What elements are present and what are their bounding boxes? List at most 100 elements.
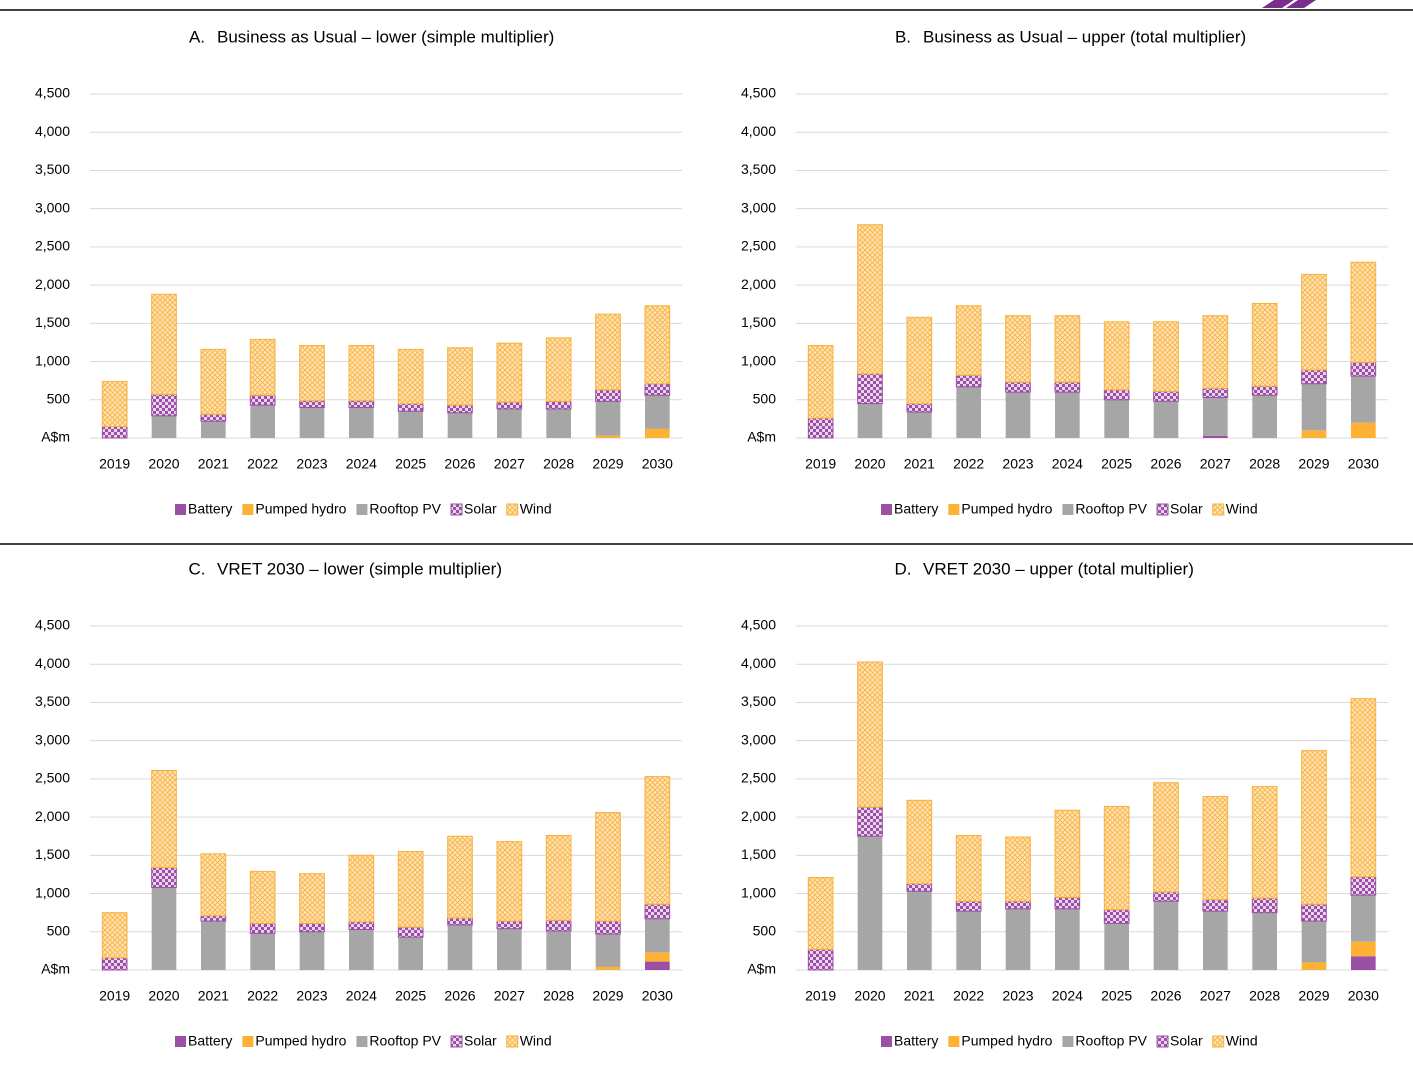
x-tick-label: 2020	[854, 988, 885, 1004]
x-tick-label: 2028	[1249, 456, 1280, 472]
y-tick-label: 1,000	[35, 884, 70, 900]
bar-segment	[299, 873, 325, 924]
chart-panel: C. VRET 2030 – lower (simple multiplier) A…	[35, 559, 682, 1049]
bar-segment	[299, 931, 325, 970]
bar-segment	[1301, 383, 1327, 431]
legend-label: Wind	[520, 1033, 552, 1049]
y-tick-label: 4,500	[741, 617, 776, 633]
bar-segment	[1005, 900, 1031, 910]
y-tick-label: A$m	[747, 961, 776, 977]
bar-segment	[807, 417, 834, 439]
y-tick-label: 1,000	[741, 352, 776, 368]
bar-segment	[101, 380, 128, 428]
bar-segment	[955, 374, 982, 388]
legend-swatch	[1212, 503, 1225, 516]
legend-swatch	[1156, 503, 1169, 516]
bar-segment	[595, 313, 621, 391]
y-tick-label: 2,500	[741, 238, 776, 254]
bar-segment	[645, 428, 670, 438]
bar-segment	[1203, 435, 1228, 438]
bar-segment	[249, 338, 276, 396]
x-tick-label: 2029	[592, 456, 623, 472]
x-tick-label: 2024	[346, 456, 377, 472]
bar-segment	[1351, 422, 1376, 438]
bar-segment	[644, 305, 671, 385]
bar-segment	[857, 836, 883, 970]
legend-label: Rooftop PV	[369, 1033, 441, 1049]
y-tick-label: 2,500	[35, 770, 70, 786]
legend-label: Battery	[188, 501, 232, 517]
chart-label: A.	[189, 27, 205, 46]
bar-segment	[907, 891, 932, 970]
y-tick-label: 1,500	[35, 314, 70, 330]
y-tick-label: 3,500	[741, 161, 776, 177]
bar-segment	[595, 389, 621, 402]
bar-segment	[1103, 389, 1130, 401]
bar-segment	[1350, 261, 1377, 363]
x-tick-label: 2019	[99, 988, 130, 1004]
bar-segment	[906, 316, 933, 405]
bar-segment	[1054, 896, 1081, 910]
bar-segment	[1054, 809, 1081, 898]
x-tick-label: 2030	[1348, 988, 1379, 1004]
x-tick-label: 2026	[444, 988, 475, 1004]
x-tick-label: 2030	[642, 988, 673, 1004]
bar-segment	[201, 921, 226, 970]
x-tick-label: 2025	[1101, 988, 1132, 1004]
bar-segment	[857, 403, 883, 438]
chart-panel: B. Business as Usual – upper (total multi…	[741, 27, 1388, 517]
bar-segment	[1203, 397, 1228, 436]
legend-label: Pumped hydro	[255, 1033, 346, 1049]
x-tick-label: 2023	[1002, 456, 1033, 472]
chart-title: VRET 2030 – upper (total multiplier)	[923, 559, 1194, 578]
bar-segment	[1153, 401, 1179, 438]
x-tick-label: 2023	[1002, 988, 1033, 1004]
bar-segment	[1103, 321, 1130, 391]
legend-swatch	[1062, 504, 1074, 515]
bar-segment	[807, 877, 834, 950]
legend-label: Pumped hydro	[961, 501, 1052, 517]
bar-segment	[299, 400, 325, 408]
bar-segment	[545, 834, 572, 921]
bar-segment	[349, 407, 374, 438]
bar-segment	[1301, 962, 1327, 970]
legend-swatch	[1156, 1035, 1169, 1048]
bar-segment	[1055, 908, 1080, 970]
x-tick-label: 2020	[148, 988, 179, 1004]
bar-segment	[857, 373, 883, 405]
legend-swatch	[506, 1035, 519, 1048]
bar-segment	[595, 934, 621, 967]
x-tick-label: 2021	[198, 456, 229, 472]
legend-label: Rooftop PV	[1075, 1033, 1147, 1049]
legend-swatch	[450, 503, 463, 516]
x-tick-label: 2021	[904, 988, 935, 1004]
y-tick-label: 3,000	[35, 731, 70, 747]
legend-label: Wind	[520, 501, 552, 517]
bar-segment	[1251, 302, 1278, 387]
x-tick-label: 2022	[953, 988, 984, 1004]
y-tick-label: A$m	[747, 429, 776, 445]
bar-segment	[249, 870, 276, 924]
bar-segment	[151, 769, 177, 869]
bar-segment	[1301, 273, 1327, 371]
y-tick-label: 1,500	[741, 846, 776, 862]
bar-segment	[595, 812, 621, 922]
bar-segment	[906, 403, 933, 413]
legend-swatch	[506, 503, 519, 516]
bar-segment	[348, 921, 375, 930]
bar-segment	[398, 411, 423, 438]
y-tick-label: 4,000	[35, 123, 70, 139]
y-tick-label: 4,000	[741, 123, 776, 139]
bar-segment	[1301, 750, 1327, 905]
bar-segment	[1251, 786, 1278, 899]
legend-swatch	[242, 1036, 254, 1047]
bar-segment	[497, 928, 522, 970]
bar-segment	[906, 799, 933, 885]
x-tick-label: 2024	[1052, 456, 1083, 472]
chart-label: B.	[895, 27, 911, 46]
x-tick-label: 2026	[1150, 988, 1181, 1004]
bar-segment	[447, 917, 473, 926]
bar-segment	[397, 851, 424, 928]
bar-segment	[250, 933, 275, 970]
y-tick-label: 3,000	[741, 731, 776, 747]
